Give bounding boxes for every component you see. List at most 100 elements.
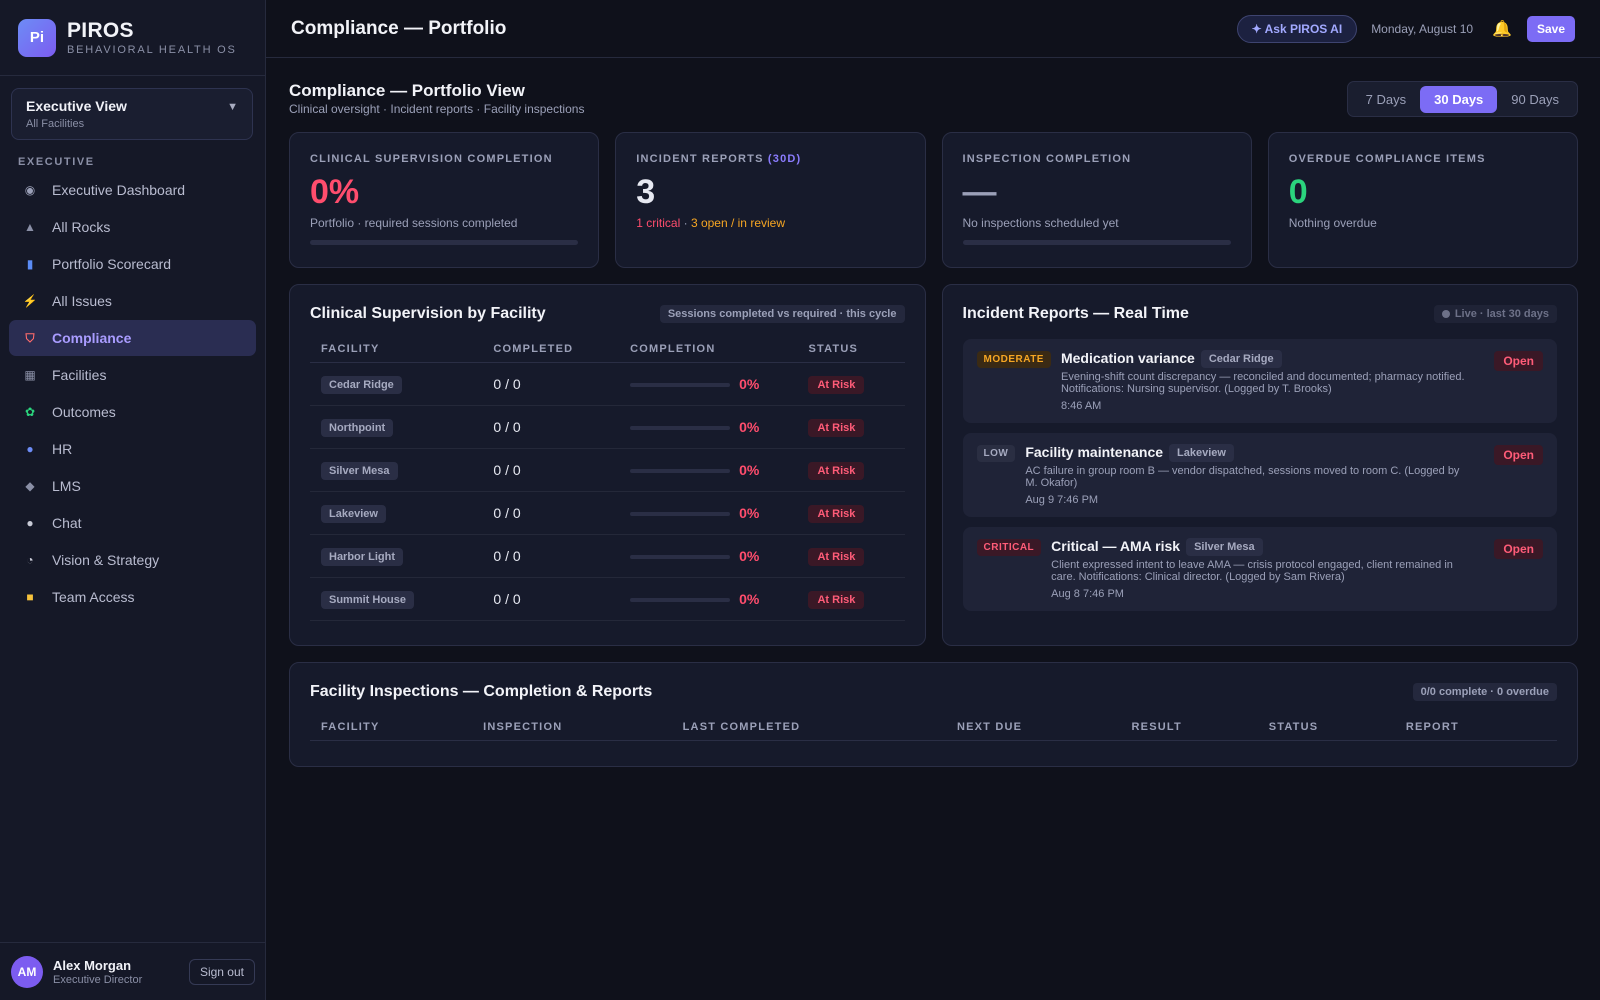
kpi-incidents: INCIDENT REPORTS (30D) 3 1 critical · 3 … [615, 132, 926, 268]
view-selector[interactable]: Executive View All Facilities ▼ [11, 88, 253, 140]
range-option-button[interactable]: 30 Days [1420, 85, 1498, 113]
panel-title: Facility Inspections — Completion & Repo… [310, 683, 653, 700]
sidebar-item-label: All Issues [52, 293, 112, 309]
range-option-button[interactable]: 7 Days [1352, 86, 1420, 113]
piros-logo[interactable]: Pi [18, 18, 56, 57]
sidebar-item[interactable]: ● Chat [9, 505, 256, 541]
view-selector-subtitle: All Facilities [26, 118, 85, 130]
facility-cell: Silver Mesa [310, 448, 483, 492]
status-badge: At Risk [808, 590, 865, 609]
sidebar-item[interactable]: ◆ LMS [9, 468, 256, 504]
topbar-title: Compliance — Portfolio [291, 17, 507, 39]
completion-bar [630, 383, 731, 388]
status-badge[interactable]: Open [1494, 445, 1543, 465]
completed-cell: 0 / 0 [482, 405, 620, 449]
sidebar-item[interactable]: ⛉ Compliance [9, 320, 256, 356]
incident-body: Critical — AMA risk Silver Mesa Client exp… [1051, 538, 1543, 600]
sidebar-item[interactable]: ▲ All Rocks [9, 209, 256, 245]
completion-percent: 0% [739, 462, 760, 478]
severity-badge: MODERATE [976, 351, 1051, 368]
kpi-label: INSPECTION COMPLETION [962, 153, 1132, 165]
table-row[interactable]: Silver Mesa 0 / 0 0% At Risk [310, 448, 905, 492]
sidebar-item[interactable]: ✿ Outcomes [9, 394, 256, 430]
bar-chart-icon: ▮ [26, 257, 34, 271]
completion-bar [630, 555, 731, 560]
kpi-label-text: INCIDENT REPORTS [636, 153, 764, 165]
ask-ai-button[interactable]: ✦ Ask PIROS AI [1236, 14, 1358, 43]
status-badge: At Risk [808, 547, 865, 566]
supervision-panel: Clinical Supervision by Facility Session… [289, 284, 926, 646]
chat-bubble-icon: ● [26, 516, 34, 530]
table-row[interactable]: Lakeview 0 / 0 0% At Risk [310, 491, 905, 535]
sidebar-item[interactable]: ⚡ All Issues [9, 283, 256, 319]
column-header: REPORT [1394, 721, 1557, 741]
completion-cell: 0% [619, 491, 798, 535]
completed-cell: 0 / 0 [482, 577, 620, 621]
status-badge: At Risk [808, 375, 865, 394]
panels-row: Clinical Supervision by Facility Session… [289, 284, 1578, 646]
sign-out-button[interactable]: Sign out [188, 958, 255, 985]
sidebar-item[interactable]: ◉ Executive Dashboard [9, 172, 256, 208]
graduation-cap-icon: ◆ [25, 479, 35, 493]
brand-name: PIROS [67, 19, 134, 42]
sidebar-item[interactable]: ■ Team Access [9, 579, 256, 615]
incident-card[interactable]: LOW Facility maintenance Lakeview AC failur… [962, 433, 1557, 517]
incident-card[interactable]: MODERATE Medication variance Cedar Ridge Ev… [962, 339, 1557, 423]
save-button[interactable]: Save [1526, 15, 1575, 42]
user-name: Alex Morgan [53, 957, 132, 973]
rock-icon: ▲ [24, 220, 36, 234]
completion-bar [630, 469, 731, 474]
kpi-note: 1 critical · 3 open / in review [636, 216, 904, 230]
sidebar-item[interactable]: ▦ Facilities [9, 357, 256, 393]
brand-text: PIROS BEHAVIORAL HEALTH OS [67, 19, 237, 56]
kpi-label: CLINICAL SUPERVISION COMPLETION [310, 153, 553, 165]
sidebar-item[interactable]: ◔ Vision & Strategy [9, 542, 256, 578]
sidebar-item-label: HR [52, 441, 73, 457]
sidebar-item-label: Executive Dashboard [52, 182, 186, 198]
nav-section-header: EXECUTIVE [18, 156, 95, 168]
sidebar-item[interactable]: ● HR [9, 431, 256, 467]
status-badge: At Risk [808, 418, 865, 437]
table-row[interactable]: Summit House 0 / 0 0% At Risk [310, 577, 905, 621]
avatar[interactable]: AM [11, 955, 43, 988]
status-badge[interactable]: Open [1494, 539, 1543, 559]
facility-cell: Northpoint [310, 405, 483, 449]
kpi-value: 3 [636, 173, 656, 211]
facility-tag: Cedar Ridge [321, 375, 402, 394]
user-info: Alex Morgan Executive Director [53, 958, 189, 986]
range-option-button[interactable]: 90 Days [1497, 86, 1573, 113]
incident-body: Medication variance Cedar Ridge Evening-sh… [1061, 350, 1543, 412]
panel-chip: 0/0 complete · 0 overdue [1412, 683, 1557, 701]
sidebar-item-label: All Rocks [52, 219, 111, 235]
facility-cell: Harbor Light [310, 534, 483, 578]
status-cell: At Risk [797, 491, 905, 535]
bell-icon[interactable]: 🔔 [1492, 20, 1512, 38]
shield-icon: ⛉ [25, 330, 35, 345]
live-label: Live · last 30 days [1454, 308, 1549, 320]
incident-card[interactable]: CRITICAL Critical — AMA risk Silver Mesa Cl… [962, 527, 1557, 611]
kpi-progress-bar [962, 240, 1231, 245]
topbar: Compliance — Portfolio ✦ Ask PIROS AI Mo… [266, 0, 1600, 58]
people-icon: ● [26, 442, 34, 456]
brand: Pi PIROS BEHAVIORAL HEALTH OS [0, 0, 265, 76]
kpi-value: 0 [1288, 173, 1308, 211]
current-date: Monday, August 10 [1371, 21, 1474, 36]
table-row[interactable]: Cedar Ridge 0 / 0 0% At Risk [310, 362, 905, 406]
incident-body: Facility maintenance Lakeview AC failure i… [1025, 444, 1543, 506]
kpi-label-accent: (30D) [767, 153, 802, 165]
completion-cell: 0% [619, 405, 798, 449]
kpi-label: OVERDUE COMPLIANCE ITEMS [1288, 153, 1486, 165]
seedling-icon: ✿ [24, 405, 36, 419]
kpi-overdue: OVERDUE COMPLIANCE ITEMS 0 Nothing overd… [1267, 132, 1578, 268]
page-subtitle: Clinical oversight · Incident reports · … [289, 102, 585, 116]
table-row[interactable]: Northpoint 0 / 0 0% At Risk [310, 405, 905, 449]
note-separator: · [680, 216, 691, 230]
table-row[interactable]: Harbor Light 0 / 0 0% At Risk [310, 534, 905, 578]
completion-cell: 0% [619, 362, 798, 406]
status-badge[interactable]: Open [1494, 351, 1543, 371]
open-count: 3 open / in review [690, 216, 785, 230]
user-profile: AM Alex Morgan Executive Director Sign o… [0, 942, 266, 1000]
sidebar-item[interactable]: ▮ Portfolio Scorecard [9, 246, 256, 282]
incident-list: MODERATE Medication variance Cedar Ridge Ev… [962, 339, 1557, 611]
kpi-note: No inspections scheduled yet [962, 216, 1119, 230]
